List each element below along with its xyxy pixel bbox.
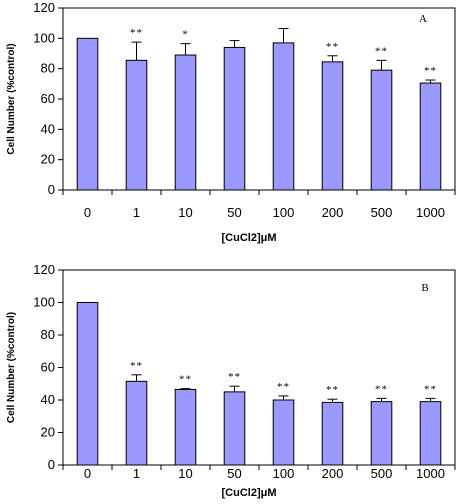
significance-marker: ** — [130, 27, 143, 39]
panel-label: B — [421, 282, 428, 294]
x-tick-label: 0 — [84, 205, 91, 220]
x-tick-label: 500 — [371, 205, 393, 220]
bar — [272, 42, 295, 191]
x-tick-label: 200 — [322, 205, 344, 220]
y-tick-label: 100 — [33, 30, 55, 45]
plot-frame — [62, 269, 456, 466]
bar — [76, 37, 99, 191]
bar — [419, 401, 442, 466]
x-tick-label: 1000 — [416, 205, 445, 220]
bar — [174, 54, 197, 191]
y-tick-label: 60 — [41, 91, 55, 106]
y-tick-label: 100 — [33, 295, 55, 310]
significance-marker: ** — [326, 384, 339, 396]
significance-marker: * — [182, 29, 189, 41]
y-tick-label: 60 — [41, 360, 55, 375]
bar — [125, 59, 148, 191]
y-tick-label: 120 — [33, 0, 55, 15]
bar — [223, 46, 246, 191]
x-tick-label: 10 — [178, 205, 192, 220]
y-tick-label: 20 — [41, 425, 55, 440]
y-axis-title: Cell Number (%control) — [6, 312, 17, 423]
bar — [125, 380, 148, 466]
panel-label: A — [419, 13, 427, 25]
significance-marker: ** — [326, 41, 339, 53]
significance-marker: ** — [375, 383, 388, 395]
x-tick-label: 10 — [178, 466, 192, 481]
y-tick-label: 80 — [41, 61, 55, 76]
y-tick-label: 40 — [41, 121, 55, 136]
y-tick-label: 40 — [41, 392, 55, 407]
y-tick-label: 80 — [41, 327, 55, 342]
bar — [223, 391, 246, 466]
y-axis-title: Cell Number (%control) — [6, 43, 17, 154]
significance-marker: ** — [424, 65, 437, 77]
x-tick-label: 500 — [371, 466, 393, 481]
y-tick-label: 0 — [48, 182, 55, 197]
x-tick-label: 50 — [227, 466, 241, 481]
x-axis-title: [CuCl2]μM — [222, 232, 277, 244]
x-tick-label: 100 — [273, 205, 295, 220]
bar — [370, 401, 393, 466]
bar — [174, 388, 197, 466]
x-tick-label: 50 — [227, 205, 241, 220]
bar — [272, 399, 295, 466]
chart-panel-B: 0 20 40 60 80 100 120 0 ** 1 ** 10 ** 50 ** 100 ** 200 ** 5… — [6, 262, 456, 499]
x-tick-label: 1 — [133, 466, 140, 481]
plot-frame — [62, 7, 456, 191]
x-tick-label: 1 — [133, 205, 140, 220]
x-tick-label: 200 — [322, 466, 344, 481]
bar — [370, 69, 393, 191]
bar — [76, 302, 99, 466]
bar — [419, 82, 442, 191]
x-tick-label: 1000 — [416, 466, 445, 481]
bar — [321, 61, 344, 191]
significance-marker: ** — [375, 45, 388, 57]
significance-marker: ** — [179, 374, 192, 386]
x-tick-label: 0 — [84, 466, 91, 481]
significance-marker: ** — [424, 383, 437, 395]
bar — [321, 401, 344, 466]
significance-marker: ** — [228, 371, 241, 383]
chart-panel-A: 0 20 40 60 80 100 120 0 ** 1 * 10 50 100 ** 200 ** 500 ** 1… — [6, 0, 456, 244]
x-axis-title: [CuCl2]μM — [222, 487, 277, 499]
significance-marker: ** — [277, 381, 290, 393]
y-tick-label: 0 — [48, 457, 55, 472]
y-tick-label: 20 — [41, 152, 55, 167]
significance-marker: ** — [130, 360, 143, 372]
x-tick-label: 100 — [273, 466, 295, 481]
y-tick-label: 120 — [33, 262, 55, 277]
